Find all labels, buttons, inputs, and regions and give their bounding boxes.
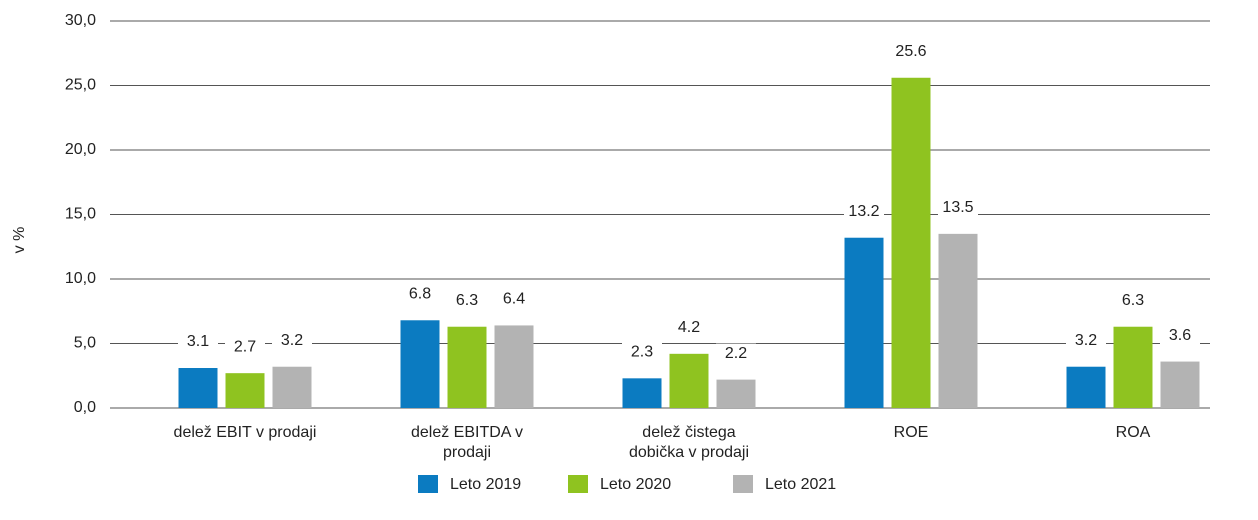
label-bg bbox=[938, 197, 978, 218]
data-label: 25.6 bbox=[895, 43, 926, 60]
y-tick-label: 30,0 bbox=[65, 12, 96, 29]
label-bg bbox=[1160, 325, 1200, 346]
bar bbox=[669, 353, 709, 408]
data-label: 13.2 bbox=[848, 203, 879, 220]
bar bbox=[447, 326, 487, 408]
bar bbox=[494, 325, 534, 408]
x-tick-label: delež EBITDA v prodaji bbox=[410, 424, 524, 461]
data-label: 3.1 bbox=[187, 333, 209, 350]
label-bg bbox=[669, 317, 709, 338]
legend-label: Leto 2020 bbox=[600, 476, 671, 493]
y-tick-label: 5,0 bbox=[74, 335, 96, 352]
data-label: 3.2 bbox=[281, 332, 303, 349]
data-label: 2.3 bbox=[631, 344, 653, 361]
data-label: 6.3 bbox=[1122, 292, 1144, 309]
label-bg bbox=[225, 337, 265, 358]
y-tick-label: 0,0 bbox=[74, 399, 96, 416]
label-bg bbox=[1066, 330, 1106, 351]
label-bg bbox=[844, 201, 884, 222]
y-tick-label: 20,0 bbox=[65, 141, 96, 158]
legend-swatch bbox=[733, 475, 753, 493]
bar bbox=[272, 366, 312, 408]
label-bg bbox=[272, 330, 312, 351]
bar bbox=[400, 320, 440, 408]
data-label: 6.4 bbox=[503, 291, 525, 308]
label-bg bbox=[494, 289, 534, 310]
data-label: 4.2 bbox=[678, 319, 700, 336]
data-label: 3.2 bbox=[1075, 332, 1097, 349]
data-label: 2.7 bbox=[234, 338, 256, 355]
legend-swatch bbox=[418, 475, 438, 493]
label-bg bbox=[447, 290, 487, 311]
data-label: 3.6 bbox=[1169, 327, 1191, 344]
bar bbox=[1066, 366, 1106, 408]
bar bbox=[225, 373, 265, 408]
data-label: 6.8 bbox=[409, 285, 431, 302]
label-bg bbox=[178, 332, 218, 353]
legend-label: Leto 2021 bbox=[765, 476, 836, 493]
label-bg bbox=[716, 343, 756, 364]
y-axis-title: v % bbox=[11, 227, 28, 254]
legend-label: Leto 2019 bbox=[450, 476, 521, 493]
label-bg bbox=[891, 41, 931, 62]
bar bbox=[178, 368, 218, 408]
bar bbox=[844, 237, 884, 408]
y-tick-label: 15,0 bbox=[65, 206, 96, 223]
bar bbox=[1160, 361, 1200, 408]
bar bbox=[938, 233, 978, 408]
bar bbox=[622, 378, 662, 408]
bar bbox=[716, 379, 756, 408]
x-tick-label: ROE bbox=[893, 424, 929, 441]
bar bbox=[1113, 326, 1153, 408]
data-label: 2.2 bbox=[725, 345, 747, 362]
y-tick-label: 10,0 bbox=[65, 270, 96, 287]
data-label: 13.5 bbox=[942, 199, 973, 216]
x-tick-label: delež čistega dobička v prodaji bbox=[628, 424, 750, 461]
legend-swatch bbox=[568, 475, 588, 493]
data-label: 6.3 bbox=[456, 292, 478, 309]
label-bg bbox=[622, 342, 662, 363]
label-bg bbox=[1113, 290, 1153, 311]
x-tick-label: delež EBIT v prodaji bbox=[173, 424, 317, 441]
y-tick-label: 25,0 bbox=[65, 77, 96, 94]
x-tick-label: ROA bbox=[1115, 424, 1151, 441]
label-bg bbox=[400, 284, 440, 305]
bar bbox=[891, 77, 931, 408]
